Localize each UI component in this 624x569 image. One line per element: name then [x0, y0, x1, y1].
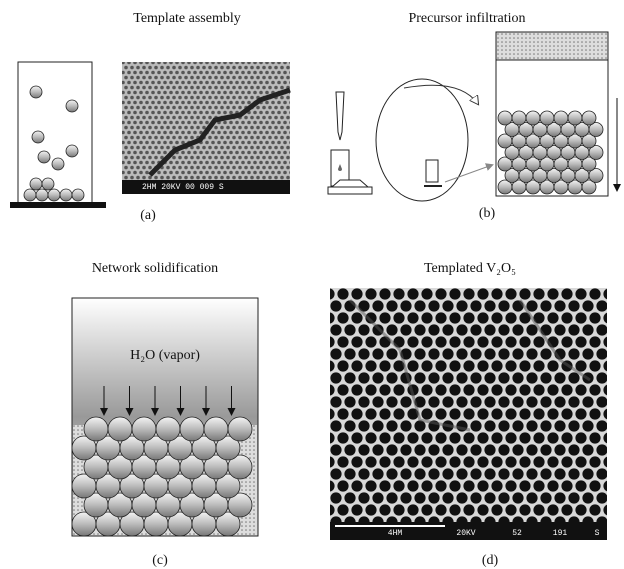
container [18, 62, 92, 204]
scale-bar-text: S [595, 529, 600, 538]
spheres [72, 417, 252, 536]
panel-label: (c) [152, 553, 168, 568]
panel-title: Templated V₂O₅ [424, 261, 516, 276]
sphere [180, 417, 204, 441]
scale-bar-text: 2HM 20KV 00 009 S [142, 183, 224, 192]
zoom-arrow [445, 165, 492, 182]
sphere [512, 111, 526, 125]
sphere [554, 111, 568, 125]
panel-label: (d) [482, 553, 499, 568]
vapor-label: H₂O (vapor) [130, 348, 200, 363]
sphere [108, 417, 132, 441]
sphere [30, 86, 42, 98]
sample [426, 160, 438, 182]
scale-bar-text: 52 [512, 529, 522, 538]
sphere [568, 111, 582, 125]
sphere [52, 158, 64, 170]
sphere [228, 417, 252, 441]
scale-bar-text: 20KV [456, 529, 475, 538]
sphere [156, 417, 180, 441]
sphere [60, 189, 72, 201]
panel-title: Template assembly [133, 11, 241, 26]
sphere [30, 178, 42, 190]
sphere [526, 111, 540, 125]
sphere [72, 189, 84, 201]
sphere [204, 417, 228, 441]
sphere [36, 189, 48, 201]
rotation-arrow [404, 85, 478, 104]
scale-bar-text: 4HM [388, 529, 403, 538]
sphere [582, 111, 596, 125]
sphere [24, 189, 36, 201]
sphere [32, 131, 44, 143]
panel-title: Network solidification [92, 261, 218, 276]
sphere [66, 145, 78, 157]
panel-title: Precursor infiltration [408, 11, 525, 26]
spheres [498, 111, 603, 194]
substrate [10, 202, 106, 208]
sem-image [330, 288, 607, 540]
panel-label: (a) [140, 208, 156, 223]
sphere [48, 189, 60, 201]
sphere [42, 178, 54, 190]
sphere [132, 417, 156, 441]
precursor [496, 32, 608, 60]
sphere [38, 151, 50, 163]
sphere [498, 111, 512, 125]
sphere [84, 417, 108, 441]
figure: Template assembly 2HM 20KV 00 009 S (a) … [0, 0, 624, 569]
sphere [540, 111, 554, 125]
sphere [66, 100, 78, 112]
panel-label: (b) [479, 206, 496, 221]
spin-coater [376, 79, 468, 201]
dropper [336, 92, 344, 140]
scale-bar-text: 191 [553, 529, 568, 538]
